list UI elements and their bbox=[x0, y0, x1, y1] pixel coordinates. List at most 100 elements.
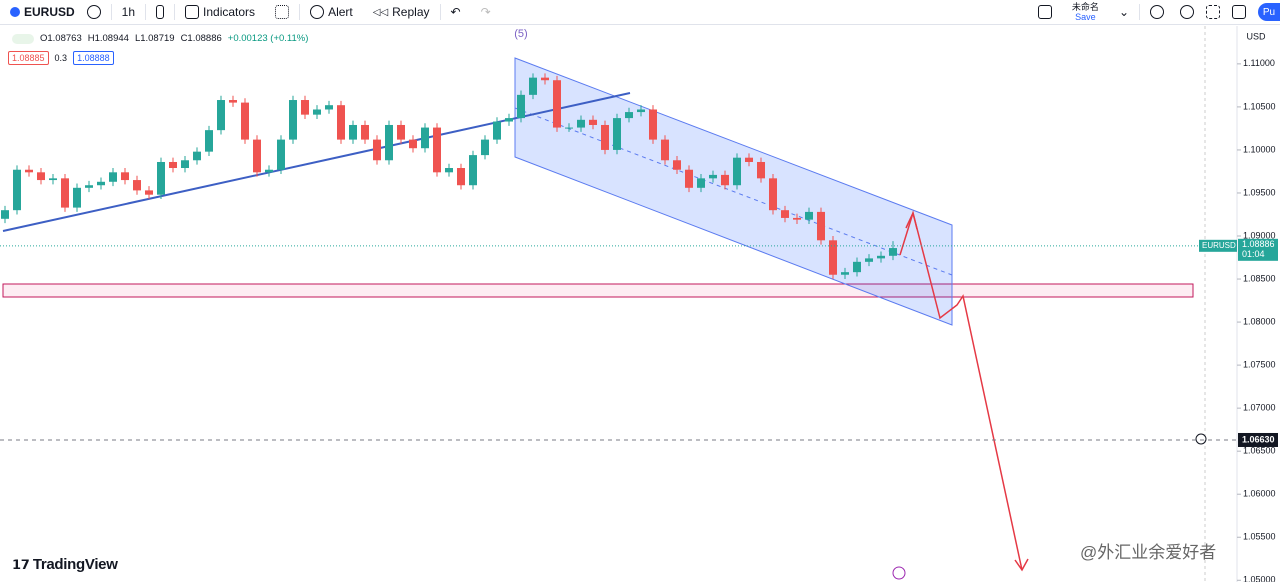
candle-body bbox=[313, 109, 321, 115]
candle-body bbox=[637, 109, 645, 113]
indicators-button[interactable]: Indicators bbox=[175, 0, 265, 25]
candle-body bbox=[769, 178, 777, 211]
y-tick-label: 1.06000 bbox=[1243, 489, 1276, 499]
candle-body bbox=[433, 127, 441, 173]
replay-button[interactable]: ◁◁ Replay bbox=[372, 5, 430, 19]
layout-button[interactable] bbox=[1028, 0, 1062, 25]
candle-body bbox=[589, 119, 597, 125]
last-price-label: 1.08886 bbox=[1242, 239, 1275, 249]
y-tick-label: 1.07500 bbox=[1243, 359, 1276, 369]
candle-body bbox=[121, 172, 129, 181]
buy-button[interactable]: 1.08888 bbox=[73, 51, 114, 65]
candle-body bbox=[193, 151, 201, 161]
candle-body bbox=[625, 112, 633, 119]
candle-body bbox=[253, 139, 261, 173]
candle-body bbox=[385, 124, 393, 161]
candle-body bbox=[793, 217, 801, 220]
y-tick-label: 1.06500 bbox=[1243, 446, 1276, 456]
brand-text: TradingView bbox=[32, 556, 118, 573]
event-icon[interactable] bbox=[892, 566, 906, 580]
legend-low: L1.08719 bbox=[134, 33, 175, 44]
candle-body bbox=[517, 94, 525, 119]
chart-type-button[interactable] bbox=[146, 0, 174, 25]
projection-path bbox=[899, 210, 1023, 571]
candles bbox=[1, 73, 897, 280]
save: Save bbox=[1075, 12, 1096, 22]
candle-body bbox=[157, 161, 165, 195]
candle-body bbox=[217, 100, 225, 131]
candle-body bbox=[613, 118, 621, 150]
candle-body bbox=[289, 100, 297, 140]
y-tick-label: 1.10000 bbox=[1243, 144, 1276, 154]
candle-body bbox=[13, 169, 21, 211]
search-button[interactable] bbox=[1140, 0, 1174, 25]
trend-line bbox=[2, 92, 631, 232]
arrow-head bbox=[1014, 558, 1029, 572]
avatar-text: Pu bbox=[1258, 3, 1280, 21]
candle-body bbox=[493, 121, 501, 140]
legend-icon bbox=[12, 33, 34, 44]
settings-button[interactable] bbox=[1174, 0, 1200, 25]
legend-close: C1.08886 bbox=[180, 33, 222, 44]
candle-body bbox=[709, 174, 717, 179]
candle-body bbox=[673, 160, 681, 170]
interval: 1h bbox=[121, 5, 136, 19]
fullscreen-button[interactable] bbox=[1200, 0, 1226, 25]
add-button[interactable] bbox=[1195, 433, 1207, 445]
symbol-button[interactable]: EURUSD bbox=[0, 0, 111, 25]
candle-body bbox=[697, 178, 705, 188]
toolbar: EURUSD 1h Indicators Alert ◁◁ Replay ↶ ↷ … bbox=[0, 0, 1280, 25]
candle-body bbox=[325, 105, 333, 110]
sell-button[interactable]: 1.08885 bbox=[8, 51, 49, 65]
candle-body bbox=[49, 178, 57, 181]
candle-body bbox=[73, 187, 81, 208]
candle-body bbox=[721, 174, 729, 186]
candle-body bbox=[649, 109, 657, 140]
candle-body bbox=[745, 157, 753, 162]
templates-button[interactable] bbox=[265, 0, 299, 25]
y-tick-label: 1.08500 bbox=[1243, 273, 1276, 283]
screenshot-button[interactable] bbox=[1226, 0, 1252, 25]
alert-button[interactable]: Alert bbox=[300, 0, 363, 25]
save-button[interactable]: 未命名 Save bbox=[1062, 0, 1109, 25]
candle-body bbox=[805, 211, 813, 220]
candle-body bbox=[169, 161, 177, 169]
layout-name: 未命名 bbox=[1071, 2, 1099, 12]
y-tick-label: 1.09500 bbox=[1243, 187, 1276, 197]
candle-body bbox=[109, 172, 117, 182]
last-price-tag bbox=[1199, 239, 1237, 252]
y-tick-label: 1.05000 bbox=[1243, 575, 1276, 582]
candle-body bbox=[601, 124, 609, 150]
avatar[interactable]: Pu bbox=[1252, 0, 1280, 25]
candle-body bbox=[733, 157, 741, 186]
candle-body bbox=[409, 139, 417, 149]
candle-body bbox=[61, 178, 69, 208]
candle-body bbox=[853, 261, 861, 273]
y-tick-label: 1.05500 bbox=[1243, 532, 1276, 542]
y-tick-label: 1.09000 bbox=[1243, 230, 1276, 240]
redo-button[interactable]: ↷ bbox=[480, 5, 491, 19]
candle-body bbox=[301, 100, 309, 115]
candle-body bbox=[445, 168, 453, 173]
candle-body bbox=[829, 240, 837, 275]
candle-body bbox=[577, 119, 585, 128]
candle-body bbox=[757, 161, 765, 179]
candle-body bbox=[37, 172, 45, 181]
undo-button[interactable]: ↶ bbox=[450, 5, 461, 19]
alert: Alert bbox=[328, 5, 353, 19]
interval-button[interactable]: 1h bbox=[112, 0, 145, 25]
candle-body bbox=[889, 248, 897, 256]
candle-body bbox=[25, 169, 33, 173]
candle-body bbox=[85, 185, 93, 188]
candle-body bbox=[1, 210, 9, 219]
candle-body bbox=[877, 255, 885, 259]
currency: USD bbox=[1246, 31, 1266, 41]
y-tick-label: 1.11000 bbox=[1243, 58, 1275, 68]
candle-body bbox=[457, 168, 465, 186]
replay: Replay bbox=[392, 5, 430, 19]
candle-body bbox=[685, 169, 693, 188]
candle-body bbox=[133, 180, 141, 191]
candle-body bbox=[205, 130, 213, 152]
last-price-box bbox=[1238, 238, 1278, 261]
layout-menu[interactable]: ⌄ bbox=[1118, 5, 1129, 19]
